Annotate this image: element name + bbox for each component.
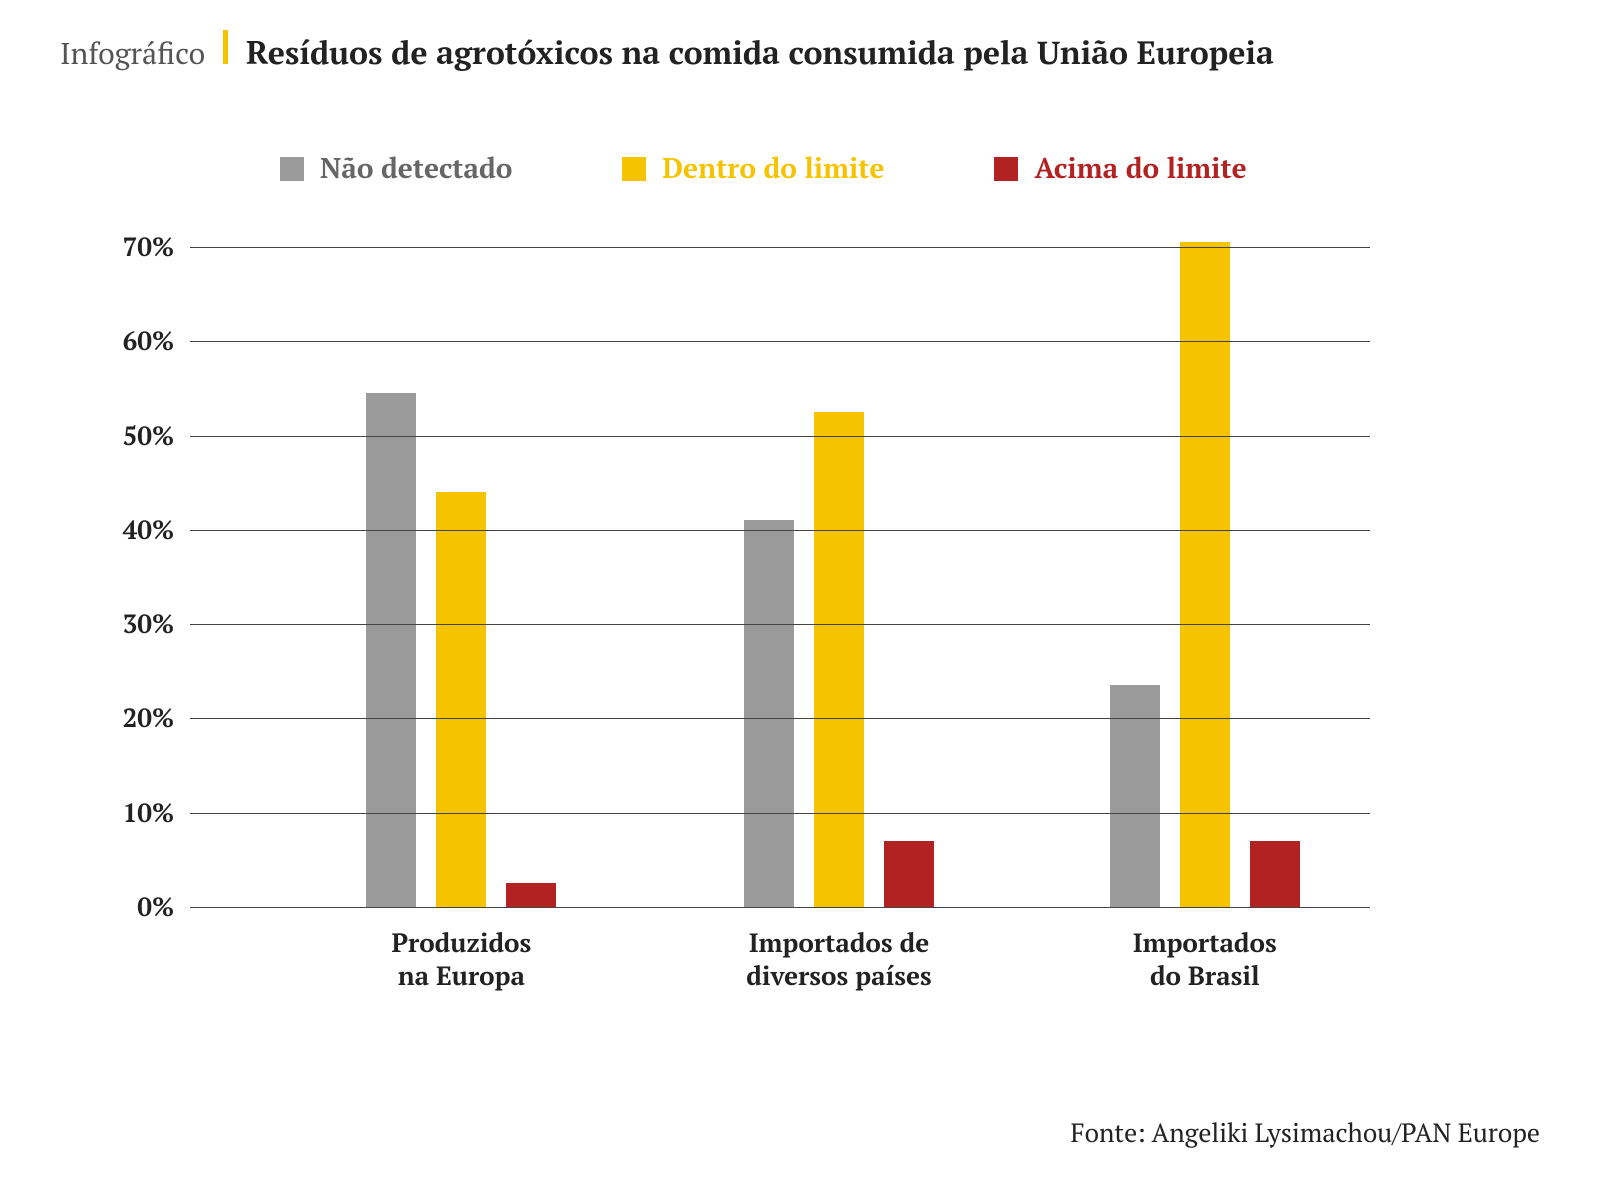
bar-europa-acima_limite <box>506 883 556 907</box>
gridline <box>190 341 1370 342</box>
y-tick-label: 30% <box>123 607 190 641</box>
gridline <box>190 530 1370 531</box>
page: Infográfico Resíduos de agrotóxicos na c… <box>0 0 1600 1200</box>
bars-layer <box>190 247 1370 907</box>
plot-area: Produzidos na EuropaImportados de divers… <box>190 247 1370 907</box>
bar-diversos-acima_limite <box>884 841 934 907</box>
header: Infográfico Resíduos de agrotóxicos na c… <box>60 30 1550 74</box>
bar-group-europa <box>366 393 556 907</box>
x-label-diversos: Importados de diversos países <box>679 927 999 992</box>
gridline <box>190 247 1370 248</box>
gridline <box>190 624 1370 625</box>
legend-label-nao_detectado: Não detectado <box>320 150 512 187</box>
y-tick-label: 70% <box>123 230 190 264</box>
header-separator <box>223 30 228 64</box>
legend-item-dentro_limite: Dentro do limite <box>622 150 884 187</box>
bar-diversos-dentro_limite <box>814 412 864 907</box>
bar-europa-nao_detectado <box>366 393 416 907</box>
gridline <box>190 436 1370 437</box>
legend-swatch-acima_limite <box>994 157 1018 181</box>
gridline <box>190 718 1370 719</box>
y-tick-label: 20% <box>123 701 190 735</box>
header-kicker: Infográfico <box>60 33 205 73</box>
x-label-europa: Produzidos na Europa <box>301 927 621 992</box>
y-tick-label: 40% <box>123 513 190 547</box>
gridline <box>190 907 1370 908</box>
legend-swatch-nao_detectado <box>280 157 304 181</box>
bar-europa-dentro_limite <box>436 492 486 907</box>
x-label-brasil: Importados do Brasil <box>1045 927 1365 992</box>
bar-diversos-nao_detectado <box>744 520 794 907</box>
bar-brasil-acima_limite <box>1250 841 1300 907</box>
y-tick-label: 50% <box>123 419 190 453</box>
y-tick-label: 60% <box>123 324 190 358</box>
legend-item-acima_limite: Acima do limite <box>994 150 1246 187</box>
legend-label-acima_limite: Acima do limite <box>1034 150 1246 187</box>
source-text: Fonte: Angeliki Lysimachou/PAN Europe <box>1070 1116 1540 1150</box>
chart: Não detectado Dentro do limite Acima do li… <box>190 150 1450 907</box>
y-tick-label: 0% <box>137 890 190 924</box>
gridline <box>190 813 1370 814</box>
legend: Não detectado Dentro do limite Acima do li… <box>280 150 1450 187</box>
legend-swatch-dentro_limite <box>622 157 646 181</box>
bar-group-diversos <box>744 412 934 907</box>
legend-label-dentro_limite: Dentro do limite <box>662 150 884 187</box>
header-title: Resíduos de agrotóxicos na comida consum… <box>246 32 1274 74</box>
legend-item-nao_detectado: Não detectado <box>280 150 512 187</box>
y-tick-label: 10% <box>123 796 190 830</box>
